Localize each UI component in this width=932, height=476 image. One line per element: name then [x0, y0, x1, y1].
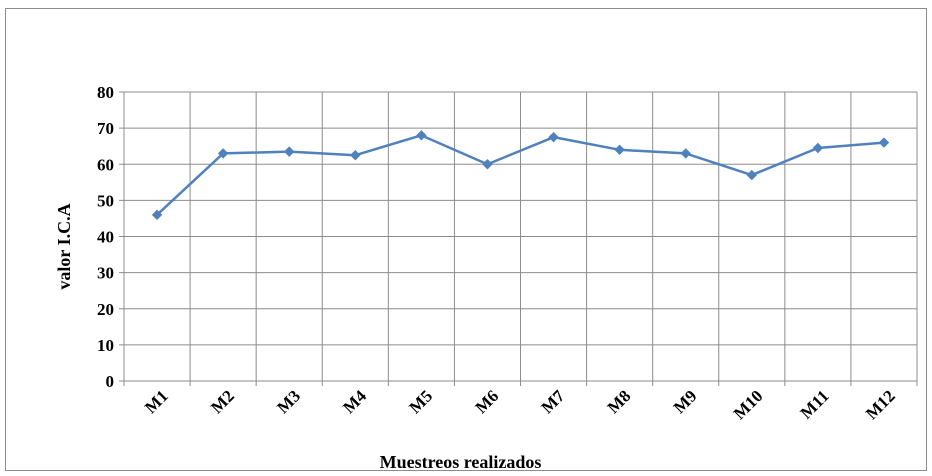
data-point-marker	[878, 137, 890, 148]
y-tick-label: 40	[97, 228, 114, 247]
x-tick-label: M9	[670, 386, 701, 417]
x-tick-labels: M1 M2 M3 M4 M5 M6 M7 M8 M9 M10 M11 M12	[141, 386, 899, 423]
y-tick-label: 0	[106, 372, 115, 391]
data-point-marker	[812, 142, 824, 154]
x-tick-label: M6	[471, 386, 502, 417]
y-tick-label: 20	[97, 300, 114, 319]
x-tick-label: M7	[538, 386, 569, 417]
data-point-marker	[217, 148, 229, 159]
y-tick-label: 10	[97, 336, 114, 355]
series	[151, 130, 890, 221]
x-tick-label: M1	[141, 386, 172, 417]
x-tick-label: M2	[207, 386, 238, 417]
x-axis-title: Muestreos realizados	[380, 452, 542, 472]
data-point-marker	[151, 209, 163, 221]
series-line	[156, 134, 885, 216]
x-tick-label: M5	[405, 386, 436, 417]
grid-lines	[124, 91, 918, 381]
y-tick-label: 50	[97, 191, 114, 210]
data-point-marker	[614, 144, 625, 156]
data-point-marker	[680, 148, 691, 159]
y-axis-title: valor I.C.A	[54, 203, 74, 289]
y-tick-label: 60	[97, 155, 114, 174]
y-tick-labels: 0 10 20 30 40 50 60 70 80	[97, 83, 114, 391]
data-point-marker	[482, 159, 493, 170]
data-point-marker	[284, 146, 295, 157]
x-tick-label: M8	[604, 386, 635, 417]
x-tick-label: M12	[862, 386, 899, 423]
x-tick-label: M10	[730, 386, 767, 423]
y-tick-label: 80	[97, 83, 114, 102]
x-tick-label: M11	[797, 386, 833, 422]
chart-frame	[5, 8, 927, 471]
y-tick-label: 70	[97, 119, 114, 138]
axes	[119, 91, 918, 386]
x-tick-label: M4	[339, 386, 370, 417]
data-point-marker	[416, 130, 427, 141]
data-point-marker	[746, 169, 757, 181]
x-tick-label: M3	[273, 386, 304, 417]
data-point-marker	[350, 150, 361, 161]
data-point-marker	[548, 131, 559, 143]
y-tick-label: 30	[97, 264, 114, 283]
